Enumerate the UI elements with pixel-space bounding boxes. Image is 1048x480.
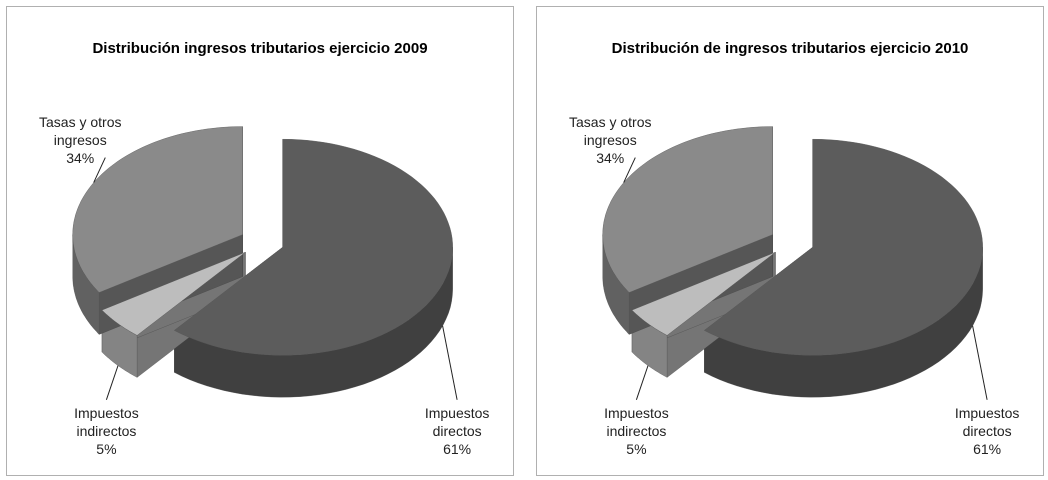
leader-line — [442, 325, 458, 400]
chart-panel: Distribución de ingresos tributarios eje… — [536, 6, 1044, 476]
data-label-name: Tasas y otros ingresos — [39, 113, 122, 148]
slice — [703, 138, 983, 356]
data-label: 5% — [96, 440, 117, 457]
slice — [101, 251, 246, 336]
data-label-name: Impuestos indirectos — [604, 404, 669, 439]
chart-title: Distribución de ingresos tributarios eje… — [612, 40, 969, 57]
leader-line — [105, 365, 119, 400]
data-label-name: Impuestos directos — [954, 404, 1020, 439]
chart-panel: Distribución ingresos tributarios ejerci… — [6, 6, 514, 476]
leader-line — [972, 325, 988, 400]
slice-tops — [602, 126, 983, 356]
leader-line — [635, 365, 649, 400]
chart-title: Distribución ingresos tributarios ejerci… — [92, 40, 427, 57]
data-label-name: Impuestos indirectos — [74, 404, 139, 439]
slice — [173, 138, 453, 356]
data-label-name: Tasas y otros ingresos — [569, 113, 652, 148]
leader-line — [93, 157, 106, 183]
leader-line — [623, 157, 636, 183]
data-label: 34% — [66, 149, 95, 166]
data-label: 5% — [626, 440, 647, 457]
slice — [631, 251, 776, 336]
data-label: 34% — [596, 149, 625, 166]
slice-tops — [72, 126, 453, 356]
data-label: 61% — [973, 440, 1002, 457]
chart: Distribución de ingresos tributarios eje… — [602, 40, 988, 400]
data-label: 61% — [443, 440, 472, 457]
data-label-name: Impuestos directos — [424, 404, 490, 439]
chart: Distribución ingresos tributarios ejerci… — [72, 40, 458, 400]
